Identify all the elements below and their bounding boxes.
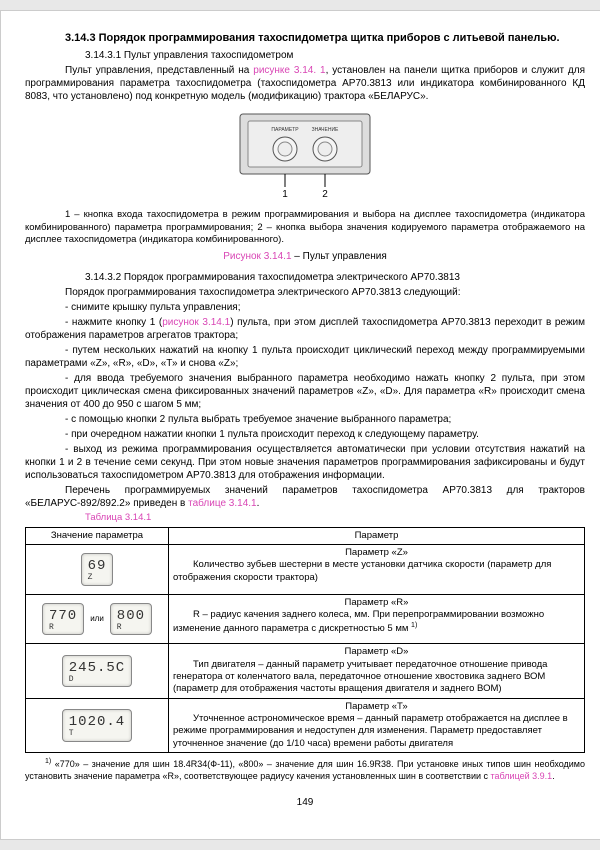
svg-text:2: 2 xyxy=(322,189,328,199)
list-intro: Перечень программируемых значений параме… xyxy=(25,484,585,510)
page-number: 149 xyxy=(25,796,585,809)
lcd-sub: R xyxy=(117,625,145,631)
param-title: Параметр «R» xyxy=(173,597,580,609)
figure-legend: 1 – кнопка входа тахоспидометра в режим … xyxy=(25,209,585,246)
intro-text-1: Пульт управления, представленный на xyxy=(65,65,253,76)
table-link: таблице 3.14.1 xyxy=(188,498,257,509)
footnote: 1) «770» – значение для шин 18.4R34(Ф-11… xyxy=(25,757,585,782)
lcd-display: 800 R xyxy=(110,603,152,636)
footnote-ref: 1) xyxy=(411,622,417,629)
figure-link: рисунке 3.14. 1 xyxy=(253,65,325,76)
lcd-value: 245.5C xyxy=(69,660,125,676)
order-line-5: - с помощью кнопки 2 пульта выбрать треб… xyxy=(25,413,585,426)
list-intro-1: Перечень программируемых значений параме… xyxy=(25,485,585,509)
heading-3-14-3: 3.14.3 Порядок программирования тахоспид… xyxy=(25,31,585,45)
order-line-2: - нажмите кнопку 1 (рисунок 3.14.1) пуль… xyxy=(25,316,585,342)
order-line-7: - выход из режима программирования осуще… xyxy=(25,443,585,482)
lcd-sub: Z xyxy=(88,575,107,581)
lcd-value: 800 xyxy=(117,608,145,624)
lcd-value: 770 xyxy=(49,608,77,624)
svg-text:ПАРАМЕТР: ПАРАМЕТР xyxy=(271,127,299,133)
list-intro-2: . xyxy=(257,498,260,509)
param-title: Параметр «D» xyxy=(173,646,580,658)
table-row: 770 R или 800 R Параметр «R» R – радиус … xyxy=(26,594,585,644)
heading-3-14-3-1: 3.14.3.1 Пульт управления тахоспидометро… xyxy=(25,49,585,62)
lcd-display: 245.5C D xyxy=(62,655,132,688)
table-header-row: Значение параметра Параметр xyxy=(26,527,585,544)
table-label: Таблица 3.14.1 xyxy=(85,512,585,524)
param-desc: Количество зубьев шестерни в месте устан… xyxy=(173,559,580,584)
page: 3.14.3 Порядок программирования тахоспид… xyxy=(0,10,600,840)
figure-caption-link: Рисунок 3.14.1 xyxy=(223,251,291,262)
param-title: Параметр «Т» xyxy=(173,701,580,713)
device-svg: ПАРАМЕТР ЗНАЧЕНИЕ 1 2 xyxy=(230,109,380,199)
param-desc-text: R – радиус качения заднего колеса, мм. П… xyxy=(173,609,544,635)
figure-caption-text: – Пульт управления xyxy=(292,251,387,262)
order-line-6: - при очередном нажатии кнопки 1 пульта … xyxy=(25,428,585,441)
table-row: 69 Z Параметр «Z» Количество зубьев шест… xyxy=(26,545,585,595)
table-head-right: Параметр xyxy=(169,527,585,544)
svg-text:1: 1 xyxy=(282,189,288,199)
lcd-display: 1020.4 T xyxy=(62,709,132,742)
lcd-display: 770 R xyxy=(42,603,84,636)
parameters-table: Значение параметра Параметр 69 Z Парамет… xyxy=(25,527,585,753)
desc-cell-t: Параметр «Т» Уточненное астрономическое … xyxy=(169,698,585,752)
order-line-0: Порядок программирования тахоспидометра … xyxy=(25,286,585,299)
svg-text:ЗНАЧЕНИЕ: ЗНАЧЕНИЕ xyxy=(312,127,339,133)
lcd-display: 69 Z xyxy=(81,553,114,586)
param-desc: Тип двигателя – данный параметр учитывае… xyxy=(173,659,580,696)
param-desc: Уточненное астрономическое время – данны… xyxy=(173,713,580,750)
figure-caption: Рисунок 3.14.1 – Пульт управления xyxy=(25,250,585,263)
order-line-2-link: рисунок 3.14.1 xyxy=(162,317,230,328)
lcd-cell-t: 1020.4 T xyxy=(26,698,169,752)
desc-cell-r: Параметр «R» R – радиус качения заднего … xyxy=(169,594,585,644)
intro-paragraph: Пульт управления, представленный на рису… xyxy=(25,64,585,103)
order-line-3: - путем нескольких нажатий на кнопку 1 п… xyxy=(25,344,585,370)
order-line-1: - снимите крышку пульта управления; xyxy=(25,301,585,314)
param-desc: R – радиус качения заднего колеса, мм. П… xyxy=(173,609,580,636)
param-title: Параметр «Z» xyxy=(173,547,580,559)
lcd-cell-d: 245.5C D xyxy=(26,644,169,698)
lcd-sub: R xyxy=(49,625,77,631)
lcd-value: 1020.4 xyxy=(69,714,125,730)
lcd-sub: D xyxy=(69,677,125,683)
desc-cell-d: Параметр «D» Тип двигателя – данный пара… xyxy=(169,644,585,698)
order-line-4: - для ввода требуемого значения выбранно… xyxy=(25,372,585,411)
table-head-left: Значение параметра xyxy=(26,527,169,544)
footnote-link: таблицей 3.9.1 xyxy=(491,771,553,781)
or-text: или xyxy=(90,614,104,624)
figure-device: ПАРАМЕТР ЗНАЧЕНИЕ 1 2 xyxy=(25,109,585,203)
lcd-cell-r: 770 R или 800 R xyxy=(26,594,169,644)
heading-3-14-3-2: 3.14.3.2 Порядок программирования тахосп… xyxy=(25,271,585,284)
order-line-2a: - нажмите кнопку 1 ( xyxy=(65,317,162,328)
desc-cell-z: Параметр «Z» Количество зубьев шестерни … xyxy=(169,545,585,595)
lcd-value: 69 xyxy=(88,558,107,574)
lcd-sub: T xyxy=(69,731,125,737)
footnote-end: . xyxy=(552,771,555,781)
table-row: 245.5C D Параметр «D» Тип двигателя – да… xyxy=(26,644,585,698)
table-row: 1020.4 T Параметр «Т» Уточненное астроно… xyxy=(26,698,585,752)
lcd-cell-z: 69 Z xyxy=(26,545,169,595)
